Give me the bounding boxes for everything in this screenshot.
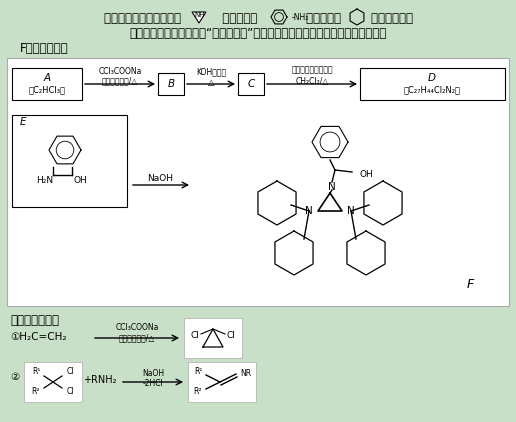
Text: N: N — [305, 206, 313, 216]
Text: CCl₃COONa: CCl₃COONa — [99, 67, 142, 76]
Text: Cl: Cl — [190, 330, 200, 340]
Text: ②: ② — [10, 372, 19, 382]
Text: NaOH: NaOH — [147, 173, 173, 182]
Text: F: F — [466, 279, 474, 292]
Text: 二环己基胺（过量）: 二环己基胺（过量） — [291, 65, 333, 75]
Text: B: B — [167, 79, 174, 89]
Text: N: N — [328, 182, 336, 192]
Polygon shape — [192, 12, 206, 23]
Text: R¹: R¹ — [32, 368, 40, 376]
FancyBboxPatch shape — [184, 318, 242, 358]
Text: +RNH₂: +RNH₂ — [83, 375, 117, 385]
Text: 乙二醇二甲醚/△: 乙二醇二甲醚/△ — [119, 333, 155, 343]
FancyBboxPatch shape — [12, 115, 127, 207]
FancyBboxPatch shape — [188, 362, 256, 402]
Text: ①H₂C=CH₂: ①H₂C=CH₂ — [10, 332, 67, 342]
Text: 已知如下信息：: 已知如下信息： — [10, 314, 59, 327]
Text: -2HCl: -2HCl — [142, 379, 164, 387]
Text: Cl: Cl — [66, 368, 74, 376]
Text: R²: R² — [32, 387, 40, 397]
Text: △: △ — [208, 78, 214, 87]
Text: OH: OH — [73, 176, 87, 184]
Text: NH: NH — [195, 12, 205, 18]
Text: CH₂Cl₂/△: CH₂Cl₂/△ — [295, 76, 329, 86]
Text: NaOH: NaOH — [142, 368, 164, 378]
Text: （C₂₇H₄₄Cl₂N₂）: （C₂₇H₄₄Cl₂N₂） — [404, 86, 460, 95]
Text: 有机碗，例如二甲基胺（           ）、苯胺（             ），咐啖（        ）等，在有机: 有机碗，例如二甲基胺（ ）、苯胺（ ），咐啖（ ）等，在有机 — [104, 12, 412, 25]
Text: C: C — [247, 79, 254, 89]
FancyBboxPatch shape — [158, 73, 184, 95]
FancyBboxPatch shape — [360, 68, 505, 100]
Text: A: A — [43, 73, 51, 83]
Text: 合成中应用很普遍，目前“有机超强碗”的研究越来越受到关注，以下为有机超强碗: 合成中应用很普遍，目前“有机超强碗”的研究越来越受到关注，以下为有机超强碗 — [130, 27, 386, 40]
FancyBboxPatch shape — [24, 362, 82, 402]
Text: F的合成路线：: F的合成路线： — [20, 42, 69, 55]
Text: Cl: Cl — [227, 330, 235, 340]
Text: 乙二醇二甲醚/△: 乙二醇二甲醚/△ — [102, 76, 138, 86]
Text: N: N — [347, 206, 355, 216]
FancyBboxPatch shape — [7, 58, 509, 306]
Text: CCl₃COONa: CCl₃COONa — [115, 324, 159, 333]
FancyBboxPatch shape — [12, 68, 82, 100]
Text: Cl: Cl — [66, 387, 74, 397]
Text: E: E — [20, 117, 26, 127]
Text: KOH醇溶液: KOH醇溶液 — [196, 68, 226, 76]
Text: -NH₂: -NH₂ — [292, 13, 310, 22]
Text: H₂N: H₂N — [37, 176, 54, 184]
Text: NR: NR — [240, 370, 252, 379]
FancyBboxPatch shape — [238, 73, 264, 95]
Text: （C₂HCl₃）: （C₂HCl₃） — [28, 86, 66, 95]
Text: D: D — [428, 73, 436, 83]
Text: OH: OH — [360, 170, 374, 179]
Text: R²: R² — [194, 387, 202, 397]
Text: R¹: R¹ — [194, 368, 202, 376]
